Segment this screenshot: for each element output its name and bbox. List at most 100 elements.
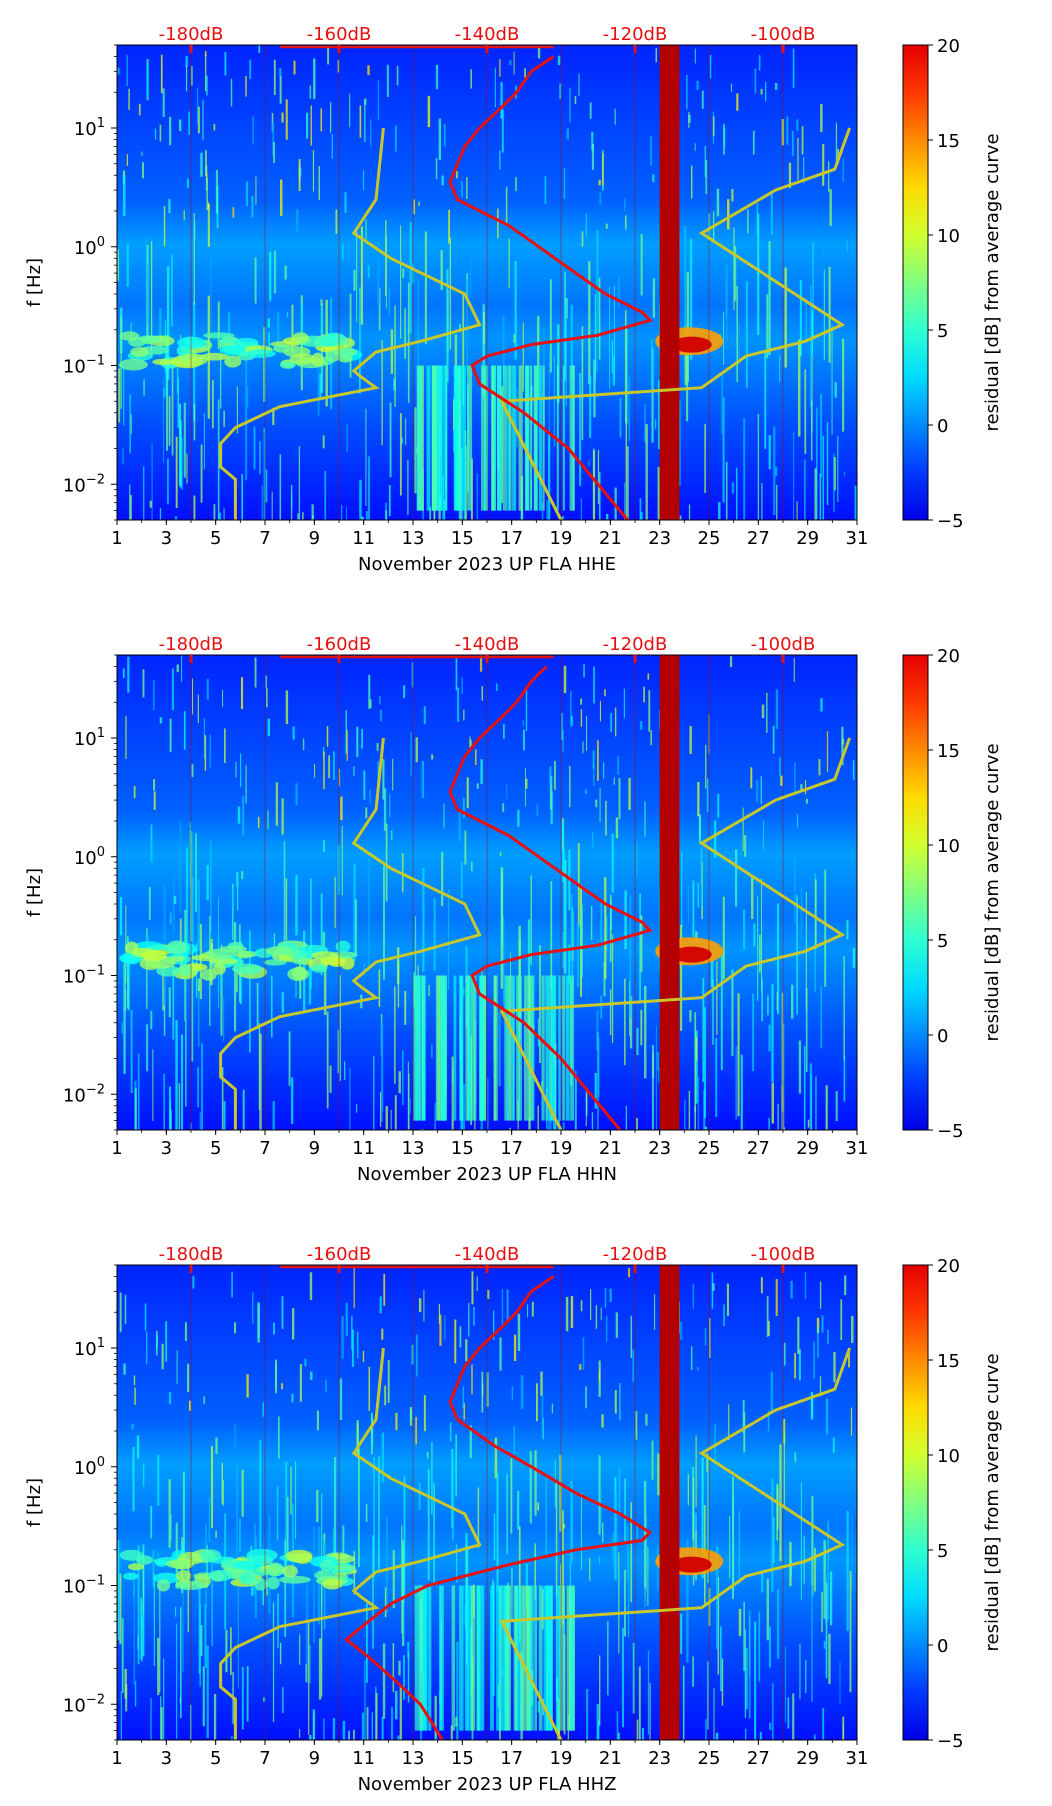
spectrogram-streak — [245, 764, 247, 804]
x-tick-label: 1 — [111, 1138, 122, 1159]
y-tick-label: 10−2 — [63, 472, 105, 496]
spectrogram-streak — [359, 105, 362, 138]
spectrogram-streak — [735, 1046, 738, 1120]
spectrogram-streak — [132, 1446, 135, 1512]
spectrogram-streak — [742, 1400, 745, 1433]
spectrogram-streak — [605, 223, 608, 229]
spectrogram-streak — [736, 93, 739, 111]
microseism-blob — [338, 355, 353, 363]
spectrogram-streak — [185, 56, 188, 67]
spectrogram-streak — [595, 1305, 598, 1329]
spectrogram-streak — [299, 1634, 301, 1665]
spectrogram-streak — [767, 1410, 770, 1432]
spectrogram-streak — [364, 100, 366, 143]
spectrogram-streak — [369, 699, 372, 709]
spectrogram-streak — [418, 201, 420, 206]
low-freq-column — [515, 1585, 521, 1731]
spectrogram-streak — [263, 429, 266, 520]
spectrogram-streak — [166, 343, 169, 451]
spectrogram-streak — [624, 978, 626, 1066]
spectrogram-streak — [500, 867, 504, 989]
microseism-blob — [292, 332, 309, 344]
spectrogram-streak — [257, 1302, 260, 1343]
spectrogram-streak — [362, 170, 365, 191]
spectrogram-streak — [369, 789, 372, 804]
spectrogram-streak — [381, 1432, 385, 1483]
top-db-label: -140dB — [455, 634, 520, 655]
low-freq-column — [562, 365, 565, 511]
spectrogram-streak — [565, 302, 567, 407]
microseism-blob — [340, 956, 355, 970]
spectrogram-streak — [731, 1476, 734, 1600]
storm-core — [671, 336, 712, 353]
spectrogram-streak — [502, 316, 505, 379]
spectrogram-streak — [596, 1703, 599, 1740]
spectrogram-streak — [517, 1313, 521, 1351]
spectrogram-streak — [174, 516, 178, 520]
spectrogram-streak — [679, 1321, 683, 1340]
spectrogram-streak — [213, 123, 216, 131]
storm-core — [671, 946, 712, 963]
spectrogram-streak — [257, 816, 260, 828]
x-tick-label: 21 — [599, 1748, 622, 1769]
spectrogram-streak — [349, 1068, 351, 1130]
spectrogram-streak — [428, 984, 430, 997]
spectrogram-streak — [162, 955, 165, 1011]
spectrogram-streak — [712, 116, 715, 137]
spectrogram-streak — [735, 467, 738, 520]
spectrogram-streak — [476, 1276, 478, 1291]
low-freq-column — [566, 1585, 572, 1731]
spectrogram-streak — [204, 1604, 207, 1668]
spectrogram-streak — [518, 1526, 521, 1643]
low-freq-column — [467, 365, 473, 511]
spectrogram-streak — [694, 48, 696, 64]
spectrogram-streak — [456, 171, 458, 179]
spectrogram-streak — [728, 1404, 730, 1441]
spectrogram-streak — [187, 1563, 189, 1633]
spectrogram-streak — [805, 1659, 807, 1694]
x-tick-label: 17 — [500, 1138, 523, 1159]
spectrogram-streak — [537, 47, 541, 59]
spectrogram-streak — [323, 956, 327, 1015]
spectrogram-streak — [689, 725, 692, 755]
spectrogram-streak — [651, 348, 654, 443]
spectrogram-streak — [269, 251, 272, 302]
spectrogram-streak — [241, 1666, 244, 1730]
spectrogram-streak — [153, 1573, 155, 1666]
spectrogram-streak — [465, 1339, 468, 1362]
spectrogram-streak — [598, 1455, 601, 1535]
spectrogram-streak — [466, 177, 468, 199]
spectrogram-streak — [650, 730, 652, 746]
spectrogram-streak — [267, 318, 271, 328]
spectrogram-streak — [134, 1680, 137, 1707]
x-tick-label: 11 — [352, 1748, 375, 1769]
spectrogram-streak — [351, 1315, 353, 1350]
spectrogram-streak — [632, 1349, 635, 1382]
spectrogram-streak — [431, 754, 434, 760]
x-tick-label: 5 — [210, 1748, 221, 1769]
spectrogram-streak — [517, 809, 520, 827]
spectrogram-streak — [309, 1371, 313, 1380]
spectrogram-streak — [814, 1548, 816, 1592]
spectrogram-streak — [793, 658, 795, 682]
spectrogram-streak — [680, 1613, 683, 1654]
spectrogram-streak — [628, 1268, 631, 1278]
spectrogram-streak — [168, 1392, 172, 1405]
spectrogram-streak — [359, 479, 362, 519]
spectrogram-streak — [163, 986, 166, 1036]
spectrogram-streak — [162, 378, 164, 463]
spectrogram-streak — [134, 1387, 136, 1405]
spectrogram-streak — [130, 414, 132, 434]
spectrogram-streak — [819, 1376, 822, 1397]
low-freq-column — [565, 975, 570, 1121]
colorbar-tick-label: −5 — [937, 1121, 964, 1142]
spectrogram-streak — [423, 706, 426, 725]
low-freq-column — [453, 975, 457, 1121]
spectrogram-streak — [752, 130, 755, 155]
low-freq-column — [494, 975, 498, 1121]
spectrogram-streak — [152, 1049, 154, 1121]
spectrogram-streak — [131, 1423, 134, 1430]
spectrogram-streak — [589, 1557, 591, 1581]
spectrogram-streak — [787, 1697, 790, 1729]
spectrogram-streak — [775, 1279, 778, 1316]
